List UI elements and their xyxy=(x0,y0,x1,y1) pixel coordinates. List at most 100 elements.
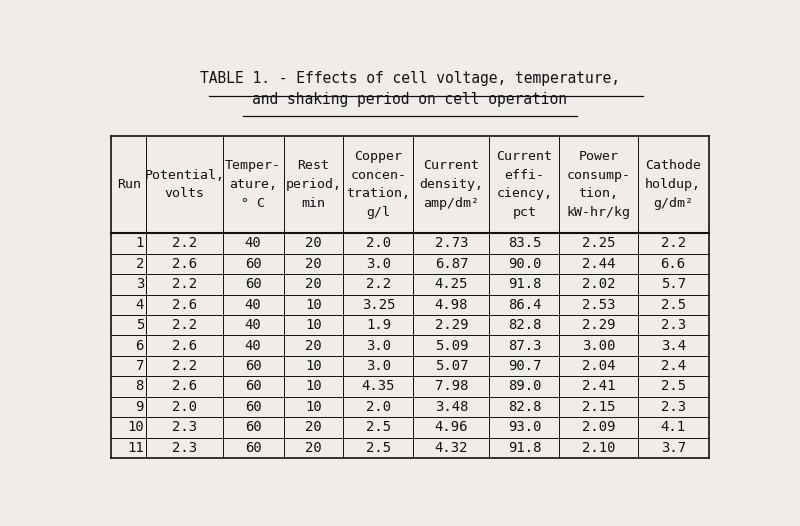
Text: 2.6: 2.6 xyxy=(172,339,197,352)
Text: 91.8: 91.8 xyxy=(508,441,541,455)
Text: Cathode: Cathode xyxy=(645,159,701,173)
Text: kW-hr/kg: kW-hr/kg xyxy=(566,206,630,219)
Text: g/dm²: g/dm² xyxy=(653,197,693,210)
Text: 2.10: 2.10 xyxy=(582,441,615,455)
Text: 3.48: 3.48 xyxy=(434,400,468,414)
Text: 2.5: 2.5 xyxy=(661,379,686,393)
Text: 90.7: 90.7 xyxy=(508,359,541,373)
Text: 60: 60 xyxy=(245,277,262,291)
Text: 2.3: 2.3 xyxy=(172,420,197,434)
Text: 2.53: 2.53 xyxy=(582,298,615,312)
Text: 10: 10 xyxy=(127,420,144,434)
Text: TABLE 1. - Effects of cell voltage, temperature,: TABLE 1. - Effects of cell voltage, temp… xyxy=(200,72,620,86)
Text: 40: 40 xyxy=(245,237,262,250)
Text: 3.0: 3.0 xyxy=(366,339,391,352)
Text: 2.5: 2.5 xyxy=(366,441,391,455)
Text: 8: 8 xyxy=(136,379,144,393)
Text: ° C: ° C xyxy=(241,197,265,210)
Text: ciency,: ciency, xyxy=(497,187,553,200)
Text: 1: 1 xyxy=(136,237,144,250)
Text: holdup,: holdup, xyxy=(645,178,701,191)
Text: 90.0: 90.0 xyxy=(508,257,541,271)
Text: 2.2: 2.2 xyxy=(172,318,197,332)
Text: 7.98: 7.98 xyxy=(434,379,468,393)
Text: Power: Power xyxy=(578,150,618,163)
Text: 40: 40 xyxy=(245,298,262,312)
Text: pct: pct xyxy=(513,206,537,219)
Text: 2.5: 2.5 xyxy=(366,420,391,434)
Text: 60: 60 xyxy=(245,400,262,414)
Text: 2.2: 2.2 xyxy=(366,277,391,291)
Text: 3.25: 3.25 xyxy=(362,298,395,312)
Text: 3.0: 3.0 xyxy=(366,257,391,271)
Text: 7: 7 xyxy=(136,359,144,373)
Text: 2.2: 2.2 xyxy=(661,237,686,250)
Text: 60: 60 xyxy=(245,379,262,393)
Text: 2.73: 2.73 xyxy=(434,237,468,250)
Text: 2.0: 2.0 xyxy=(172,400,197,414)
Text: 2.0: 2.0 xyxy=(366,400,391,414)
Text: 3.00: 3.00 xyxy=(582,339,615,352)
Text: 2.29: 2.29 xyxy=(582,318,615,332)
Text: 2.3: 2.3 xyxy=(172,441,197,455)
Text: 20: 20 xyxy=(305,420,322,434)
Text: 87.3: 87.3 xyxy=(508,339,541,352)
Text: 60: 60 xyxy=(245,257,262,271)
Text: 10: 10 xyxy=(305,318,322,332)
Text: 2.6: 2.6 xyxy=(172,257,197,271)
Text: 2.0: 2.0 xyxy=(366,237,391,250)
Text: 2.3: 2.3 xyxy=(661,400,686,414)
Text: 2.2: 2.2 xyxy=(172,359,197,373)
Text: and shaking period on cell operation: and shaking period on cell operation xyxy=(253,92,567,107)
Text: 10: 10 xyxy=(305,298,322,312)
Text: Current: Current xyxy=(497,150,553,163)
Text: effi-: effi- xyxy=(505,169,545,182)
Text: 3.4: 3.4 xyxy=(661,339,686,352)
Text: 20: 20 xyxy=(305,257,322,271)
Text: 82.8: 82.8 xyxy=(508,400,541,414)
Text: 2.25: 2.25 xyxy=(582,237,615,250)
Text: 60: 60 xyxy=(245,359,262,373)
Text: 3.0: 3.0 xyxy=(366,359,391,373)
Text: 1.9: 1.9 xyxy=(366,318,391,332)
Text: 89.0: 89.0 xyxy=(508,379,541,393)
Text: 9: 9 xyxy=(136,400,144,414)
Text: 2.2: 2.2 xyxy=(172,237,197,250)
Text: 3.7: 3.7 xyxy=(661,441,686,455)
Text: 2: 2 xyxy=(136,257,144,271)
Text: 20: 20 xyxy=(305,277,322,291)
Text: min: min xyxy=(302,197,326,210)
Text: g/l: g/l xyxy=(366,206,390,219)
Text: 5.7: 5.7 xyxy=(661,277,686,291)
Text: tration,: tration, xyxy=(346,187,410,200)
Text: Run: Run xyxy=(117,178,141,191)
Text: 2.6: 2.6 xyxy=(172,379,197,393)
Text: ature,: ature, xyxy=(229,178,277,191)
Text: tion,: tion, xyxy=(578,187,618,200)
Text: 4.96: 4.96 xyxy=(434,420,468,434)
Text: Potential,: Potential, xyxy=(145,169,225,182)
Text: 4.32: 4.32 xyxy=(434,441,468,455)
Text: Copper: Copper xyxy=(354,150,402,163)
Text: density,: density, xyxy=(419,178,483,191)
Text: 5.07: 5.07 xyxy=(434,359,468,373)
Text: Current: Current xyxy=(423,159,479,173)
Text: Temper-: Temper- xyxy=(225,159,281,173)
Text: 10: 10 xyxy=(305,379,322,393)
Text: 4.1: 4.1 xyxy=(661,420,686,434)
Text: 2.5: 2.5 xyxy=(661,298,686,312)
Text: 93.0: 93.0 xyxy=(508,420,541,434)
Text: 4.35: 4.35 xyxy=(362,379,395,393)
Text: 6.87: 6.87 xyxy=(434,257,468,271)
Text: 2.4: 2.4 xyxy=(661,359,686,373)
Text: 20: 20 xyxy=(305,339,322,352)
Text: concen-: concen- xyxy=(350,169,406,182)
Text: Rest: Rest xyxy=(298,159,330,173)
Text: 11: 11 xyxy=(127,441,144,455)
Text: 2.02: 2.02 xyxy=(582,277,615,291)
Text: 2.09: 2.09 xyxy=(582,420,615,434)
Text: consump-: consump- xyxy=(566,169,630,182)
Text: 40: 40 xyxy=(245,318,262,332)
Text: 10: 10 xyxy=(305,359,322,373)
Text: 2.2: 2.2 xyxy=(172,277,197,291)
